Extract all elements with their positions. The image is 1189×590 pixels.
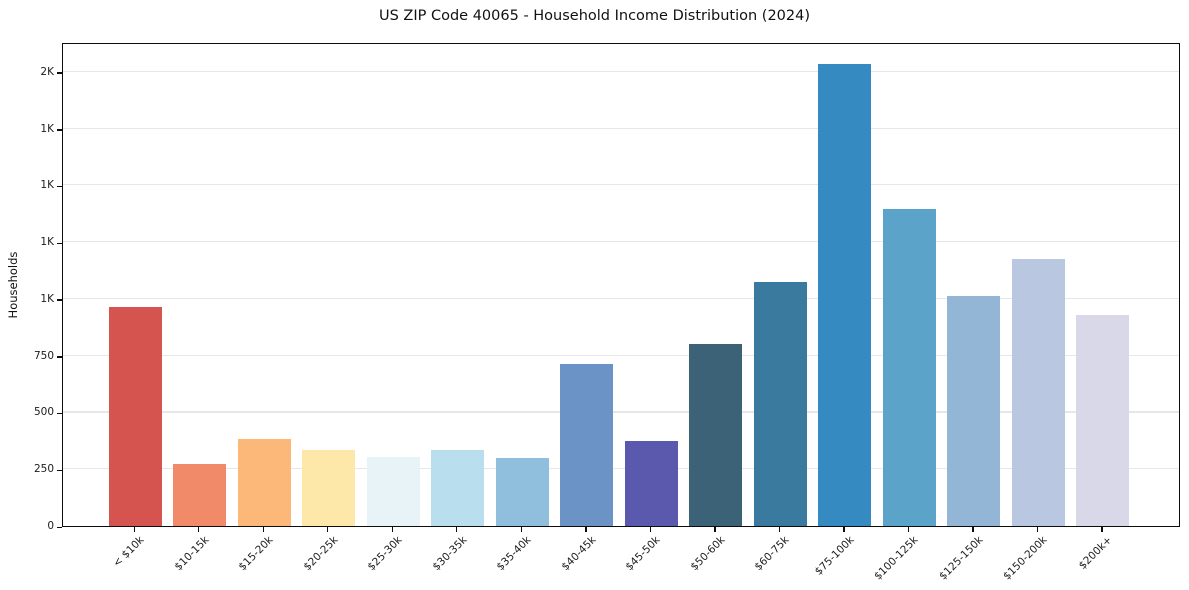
x-tick-label: $20-25k bbox=[300, 534, 341, 574]
x-tick-mark bbox=[520, 527, 522, 532]
y-tick-mark bbox=[57, 242, 62, 245]
x-tick-label: $150-200k bbox=[1001, 534, 1050, 583]
chart-title: US ZIP Code 40065 - Household Income Dis… bbox=[378, 8, 811, 24]
bar-$45-50k bbox=[624, 440, 678, 526]
y-tick-label: 750 bbox=[33, 349, 54, 362]
x-tick-label: $100-125k bbox=[872, 534, 921, 583]
y-tick-label: 0 bbox=[47, 520, 54, 532]
x-tick-mark bbox=[1036, 527, 1039, 532]
x-tick-label: $45-50k bbox=[623, 534, 663, 574]
gridline bbox=[63, 184, 1179, 186]
x-tick-mark bbox=[327, 527, 329, 532]
bar-$200k+ bbox=[1076, 314, 1130, 526]
y-tick-mark bbox=[57, 129, 62, 131]
plot-area bbox=[62, 43, 1180, 527]
y-tick-label: 1K bbox=[40, 179, 54, 192]
bar-$25-30k bbox=[366, 456, 420, 526]
gridline bbox=[63, 354, 1179, 356]
bar-$35-40k bbox=[495, 458, 549, 526]
x-tick-label: $50-60k bbox=[688, 534, 728, 574]
y-tick-mark bbox=[57, 526, 62, 528]
y-tick-label: 1K bbox=[40, 122, 54, 135]
x-tick-label: $15-20k bbox=[236, 534, 276, 574]
x-tick-mark bbox=[262, 527, 264, 532]
x-tick-mark bbox=[843, 527, 845, 532]
gridline bbox=[63, 411, 1179, 413]
bar-$40-45k bbox=[560, 363, 614, 526]
bar-< $10k bbox=[108, 306, 162, 526]
x-tick-label: $25-30k bbox=[365, 534, 405, 574]
bar-$20-25k bbox=[302, 449, 356, 526]
bar-$60-75k bbox=[753, 281, 807, 526]
y-tick-mark bbox=[57, 412, 62, 415]
bar-$15-20k bbox=[237, 438, 291, 526]
x-tick-mark bbox=[714, 527, 716, 532]
x-tick-label: $75-100k bbox=[812, 534, 857, 578]
x-tick-mark bbox=[198, 527, 200, 532]
x-tick-mark bbox=[391, 527, 393, 532]
x-tick-label: $60-75k bbox=[752, 534, 792, 574]
y-tick-label: 1K bbox=[40, 236, 54, 249]
x-tick-mark bbox=[972, 527, 974, 532]
y-tick-mark bbox=[57, 469, 62, 472]
x-tick-mark bbox=[907, 527, 910, 532]
bar-$30-35k bbox=[431, 449, 485, 526]
y-tick-mark bbox=[57, 185, 62, 188]
y-tick-label: 500 bbox=[33, 406, 54, 419]
x-tick-mark bbox=[133, 527, 135, 532]
x-tick-label: $30-35k bbox=[430, 534, 470, 574]
gridline bbox=[63, 70, 1179, 72]
x-tick-mark bbox=[778, 527, 781, 532]
y-tick-label: 2K bbox=[40, 65, 54, 78]
x-tick-label: $40-45k bbox=[559, 534, 599, 574]
y-axis-label: Households bbox=[6, 251, 20, 319]
x-tick-label: $125-150k bbox=[936, 534, 986, 583]
y-tick-label: 1K bbox=[40, 292, 54, 305]
x-tick-mark bbox=[649, 527, 652, 532]
bar-$50-60k bbox=[689, 343, 743, 526]
bar-$100-125k bbox=[882, 209, 936, 526]
x-tick-label: < $10k bbox=[110, 534, 147, 570]
x-tick-label: $200k+ bbox=[1076, 534, 1115, 572]
bar-$75-100k bbox=[818, 64, 872, 526]
x-tick-mark bbox=[585, 527, 587, 532]
y-tick-mark bbox=[57, 72, 62, 74]
y-tick-mark bbox=[57, 299, 62, 301]
bar-$125-150k bbox=[947, 295, 1001, 526]
x-tick-label: $10-15k bbox=[171, 534, 212, 574]
y-tick-label: 250 bbox=[33, 463, 54, 476]
gridline bbox=[63, 468, 1179, 470]
gridline bbox=[63, 127, 1179, 129]
x-tick-mark bbox=[456, 527, 458, 532]
x-tick-mark bbox=[1101, 527, 1103, 532]
gridline bbox=[63, 297, 1179, 299]
y-tick-mark bbox=[57, 356, 62, 358]
x-tick-label: $35-40k bbox=[494, 534, 534, 574]
gridline bbox=[63, 241, 1179, 243]
bar-$150-200k bbox=[1011, 258, 1065, 526]
bar-$10-15k bbox=[173, 464, 227, 526]
